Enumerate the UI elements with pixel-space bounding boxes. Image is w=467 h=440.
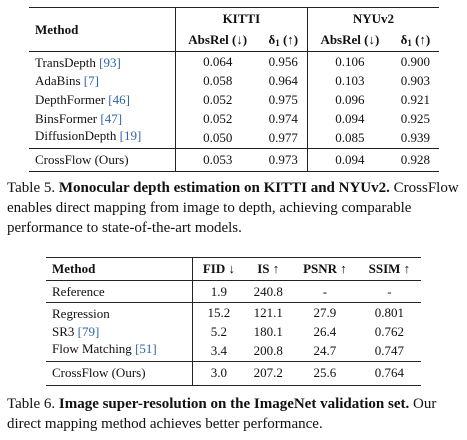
kitti-header: KITTI (175, 7, 308, 30)
is-header: IS ↑ (257, 261, 280, 276)
citation-link[interactable]: [79] (77, 323, 100, 339)
table-row: TransDepth [93] 0.064 0.956 0.106 0.900 (29, 51, 439, 71)
kitti-absrel-header: AbsRel (↓) (188, 32, 248, 48)
citation-link[interactable]: [93] (99, 55, 121, 70)
citation-link[interactable]: [51] (135, 341, 157, 357)
nyu-absrel-header: AbsRel (↓) (320, 32, 380, 48)
super-resolution-table: Method FID ↓ IS ↑ PSNR ↑ SSIM ↑ Referenc… (46, 257, 421, 386)
ours-row: CrossFlow (Ours) 0.053 0.973 0.094 0.928 (29, 148, 439, 171)
citation-link[interactable]: [47] (100, 110, 123, 126)
ssim-header: SSIM ↑ (368, 261, 411, 276)
table-5-caption: Table 5. Monocular depth estimation on K… (7, 180, 459, 236)
reference-row: Reference 1.9 240.8 -- (46, 280, 421, 303)
nyu-header: NYUv2 (352, 10, 395, 26)
ours-row: CrossFlow (Ours) 3.0 207.2 25.6 0.764 (46, 361, 421, 385)
table-row: Regression 15.2 121.1 27.9 0.801 (46, 302, 421, 322)
table-row: BinsFormer [47] 0.052 0.974 0.094 0.925 (29, 109, 439, 128)
depth-table: Method KITTI NYUv2 AbsRel (↓) δ1 (↑) Abs… (29, 7, 439, 172)
fid-header: FID ↓ (202, 261, 235, 276)
table-row: DiffusionDepth [19] 0.050 0.977 0.085 0.93… (29, 128, 439, 148)
table-row: DepthFormer [46] 0.052 0.975 0.096 0.921 (29, 90, 439, 109)
table-row: Flow Matching [51] 3.4 200.8 24.7 0.747 (46, 341, 421, 361)
citation-link[interactable]: [7] (83, 72, 99, 88)
method-header: Method (29, 7, 176, 52)
nyu-delta-header: δ1 (↑) (400, 32, 431, 49)
table-row: AdaBins [7] 0.058 0.964 0.103 0.903 (29, 71, 439, 90)
method-header: Method (46, 257, 194, 281)
psnr-header: PSNR ↑ (303, 261, 347, 276)
table-row: SR3 [79] 5.2 180.1 26.4 0.762 (46, 322, 421, 341)
citation-link[interactable]: [46] (108, 91, 130, 107)
table-6-caption: Table 6. Image super-resolution on the I… (7, 396, 437, 432)
citation-link[interactable]: [19] (119, 128, 142, 144)
kitti-delta-header: δ1 (↑) (259, 29, 308, 52)
